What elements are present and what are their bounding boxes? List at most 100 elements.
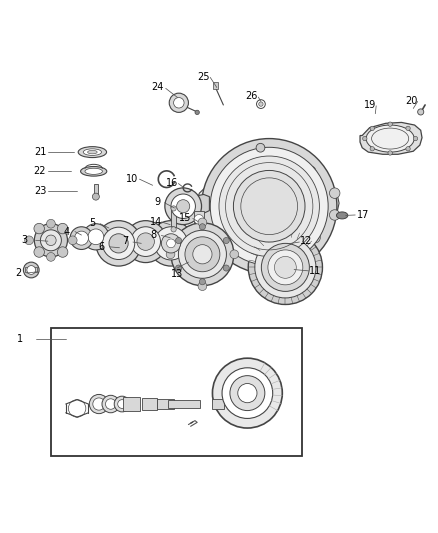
Ellipse shape [366,125,414,152]
Circle shape [261,244,309,292]
Circle shape [212,358,283,428]
Circle shape [25,236,33,245]
Circle shape [418,109,424,115]
Text: 4: 4 [63,227,69,237]
Circle shape [199,279,205,285]
Circle shape [195,110,199,115]
Text: 3: 3 [21,235,28,245]
Circle shape [46,220,55,228]
Text: 26: 26 [246,91,258,101]
Circle shape [148,221,194,266]
Circle shape [23,262,39,278]
Circle shape [131,227,160,256]
Bar [212,399,224,409]
Text: 8: 8 [150,230,156,240]
Circle shape [223,265,229,271]
Text: 1: 1 [17,334,23,344]
Bar [171,208,176,229]
Text: 13: 13 [171,269,184,279]
Circle shape [57,223,68,234]
Circle shape [165,188,201,224]
Circle shape [169,93,188,112]
Circle shape [406,126,410,131]
Text: 15: 15 [179,214,191,223]
Text: 24: 24 [152,83,164,93]
Ellipse shape [276,241,284,247]
Text: 14: 14 [149,217,162,227]
Bar [168,400,201,408]
Circle shape [370,147,374,151]
Circle shape [268,250,303,285]
Circle shape [68,236,77,245]
Circle shape [388,122,392,126]
Circle shape [74,231,88,245]
Circle shape [125,221,166,263]
Circle shape [176,238,182,244]
Circle shape [193,245,212,264]
Circle shape [230,376,265,410]
Ellipse shape [88,150,97,154]
Text: 25: 25 [198,71,210,82]
Circle shape [166,250,175,259]
Circle shape [329,210,340,220]
Circle shape [256,143,265,152]
Circle shape [93,398,105,410]
Circle shape [92,193,99,200]
Circle shape [57,247,68,257]
Circle shape [329,188,340,198]
Circle shape [102,395,120,413]
Circle shape [171,227,176,232]
Ellipse shape [78,147,106,158]
Circle shape [259,102,263,106]
Circle shape [233,171,305,242]
Polygon shape [189,195,209,213]
Text: 9: 9 [155,197,161,207]
Circle shape [255,237,316,298]
Bar [51,328,302,456]
Circle shape [363,136,367,141]
Circle shape [171,194,195,219]
Circle shape [114,396,130,412]
Circle shape [257,100,265,108]
Text: 11: 11 [309,266,321,276]
Circle shape [210,147,328,265]
Ellipse shape [336,212,348,219]
Text: 17: 17 [357,210,369,220]
Circle shape [222,368,273,418]
Text: 22: 22 [34,166,46,176]
Circle shape [46,253,55,261]
Circle shape [413,136,418,141]
Bar [25,268,37,272]
Circle shape [166,239,175,248]
Circle shape [177,200,190,213]
Text: 16: 16 [166,177,178,188]
Text: 10: 10 [126,174,138,184]
Circle shape [200,223,210,233]
Circle shape [83,224,109,250]
Circle shape [194,215,204,224]
Circle shape [406,147,410,151]
Circle shape [118,400,127,408]
Circle shape [185,237,220,272]
Circle shape [34,247,44,257]
Circle shape [171,223,234,286]
Circle shape [219,156,319,256]
Ellipse shape [85,168,102,174]
Circle shape [154,227,187,260]
Circle shape [137,233,154,251]
Polygon shape [360,123,422,154]
Circle shape [109,234,128,253]
Circle shape [388,151,392,155]
Circle shape [89,394,109,414]
Text: 21: 21 [34,147,46,157]
Circle shape [227,235,237,246]
Circle shape [227,163,237,174]
Text: 6: 6 [98,242,104,252]
Circle shape [198,282,207,290]
Bar [141,398,157,410]
Text: 23: 23 [34,187,46,196]
Circle shape [310,232,320,243]
Circle shape [173,98,184,108]
Circle shape [27,265,35,274]
Text: 19: 19 [364,100,376,110]
